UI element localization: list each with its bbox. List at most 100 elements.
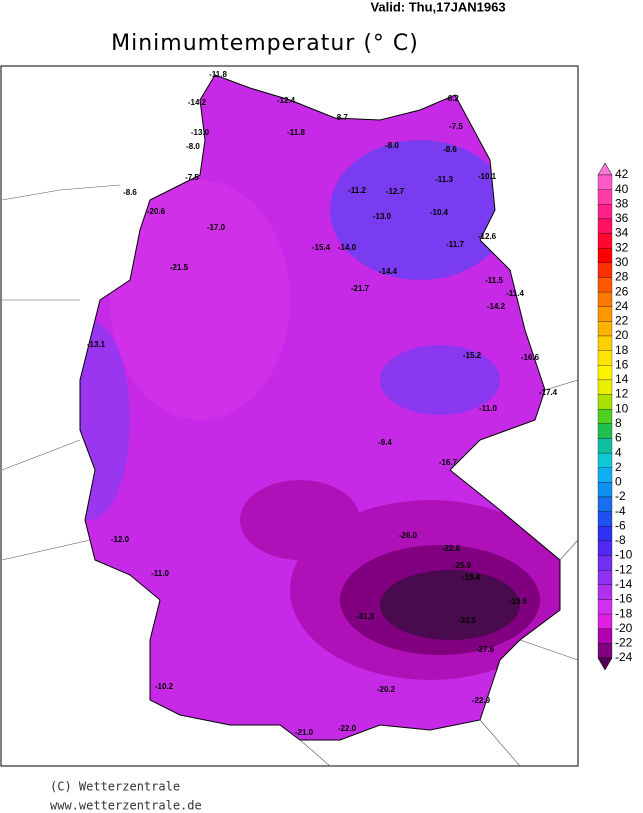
station-value: -12.6	[478, 232, 497, 241]
station-value: -25.9	[453, 561, 472, 570]
station-value: -11.7	[446, 240, 464, 249]
legend-tick-label: 22	[615, 314, 629, 328]
station-value: -20.6	[147, 207, 166, 216]
legend-band	[597, 438, 613, 454]
station-value: -17.0	[207, 223, 226, 232]
station-value: -14.2	[188, 98, 207, 107]
copyright: (C) Wetterzentrale	[50, 780, 180, 794]
legend-tick-label: -16	[615, 592, 633, 606]
legend-band	[597, 570, 613, 585]
legend-band	[597, 511, 613, 527]
legend-band	[597, 277, 613, 293]
legend-band	[597, 584, 613, 600]
legend-band	[597, 174, 613, 190]
legend-tick-label: 42	[615, 167, 629, 181]
legend-tick-label: -18	[615, 606, 633, 620]
station-value: -16.6	[521, 353, 540, 362]
station-value: -26.0	[399, 531, 418, 540]
legend-tick-label: 26	[615, 284, 629, 298]
legend-band	[597, 218, 613, 234]
legend-band	[597, 643, 613, 659]
station-value: -33.5	[458, 616, 477, 625]
station-value: -8.6	[123, 188, 137, 197]
station-value: -15.2	[463, 351, 482, 360]
legend-band	[597, 262, 613, 278]
legend-tick-label: -4	[615, 504, 626, 518]
station-value: -8.0	[385, 141, 399, 150]
legend-tick-label: 18	[615, 343, 629, 357]
legend-tick-label: 8	[615, 416, 622, 430]
station-value: -14.4	[379, 267, 398, 276]
valid-label: Valid: Thu,17JAN1963	[370, 0, 505, 14]
legend-tick-label: -24	[615, 650, 633, 664]
station-value: -11.0	[479, 404, 497, 413]
station-value: -9.4	[378, 438, 392, 447]
legend-tick-label: 40	[615, 182, 629, 196]
legend-band	[597, 204, 613, 220]
legend-tick-label: -6	[615, 518, 626, 532]
legend-tick-label: -8	[615, 533, 626, 547]
station-value: -22.0	[338, 724, 357, 733]
station-value: -16.7	[439, 458, 458, 467]
station-value: -14.0	[338, 243, 357, 252]
title: Minimumtemperatur (° C)	[111, 31, 419, 56]
station-value: -13.1	[87, 340, 106, 349]
legend-band	[597, 365, 613, 381]
legend-band	[597, 291, 613, 307]
station-value: -21.0	[295, 728, 314, 737]
station-value: -7.5	[185, 173, 199, 182]
station-value: -19.6	[509, 597, 528, 606]
station-value: -11.3	[435, 175, 453, 184]
legend-tick-label: 12	[615, 387, 629, 401]
legend-tick-label: 10	[615, 401, 629, 415]
legend-arrow-bottom	[597, 657, 613, 671]
station-value: -31.3	[356, 612, 375, 621]
map	[0, 65, 579, 767]
legend-band	[597, 394, 613, 410]
station-value: -19.4	[462, 573, 481, 582]
legend-tick-label: 34	[615, 226, 629, 240]
station-value: -13.0	[191, 128, 210, 137]
legend-tick-label: -20	[615, 621, 633, 635]
legend-band	[597, 526, 613, 542]
station-value: -12.7	[386, 187, 405, 196]
legend-tick-label: 2	[615, 460, 622, 474]
station-value: -13.0	[373, 212, 392, 221]
website: www.wetterzentrale.de	[50, 799, 202, 813]
station-value: -11.2	[348, 186, 366, 195]
legend-tick-label: -10	[615, 548, 633, 562]
legend-band	[597, 423, 613, 439]
legend-band	[597, 496, 613, 512]
legend-tick-label: 4	[615, 445, 622, 459]
station-value: -11.8	[287, 128, 305, 137]
legend-band	[597, 599, 613, 615]
station-value: -11.8	[209, 70, 227, 79]
station-value: -14.2	[487, 302, 506, 311]
station-value: -11.0	[151, 569, 169, 578]
legend-tick-label: 6	[615, 431, 622, 445]
station-value: -10.2	[155, 682, 174, 691]
station-value: -22.9	[472, 696, 491, 705]
legend-tick-label: -22	[615, 636, 633, 650]
station-value: -7.5	[449, 122, 463, 131]
legend-tick-label: 14	[615, 372, 629, 386]
station-value: -17.4	[539, 388, 558, 397]
legend-band	[597, 482, 613, 498]
legend-tick-label: -12	[615, 562, 633, 576]
station-value: -11.4	[506, 289, 524, 298]
legend-band	[597, 350, 613, 366]
station-value: -22.6	[442, 544, 461, 553]
station-value: -12.0	[111, 535, 130, 544]
legend-tick-label: 32	[615, 240, 629, 254]
legend-band	[597, 613, 613, 629]
legend-band	[597, 189, 613, 205]
station-value: -6.2	[445, 94, 459, 103]
legend-band	[597, 555, 613, 571]
legend-band	[597, 233, 613, 249]
legend-band	[597, 379, 613, 395]
color-legend: 424038363432302826242220181614121086420-…	[597, 162, 633, 671]
legend-band	[597, 321, 613, 337]
legend-band	[597, 540, 613, 556]
